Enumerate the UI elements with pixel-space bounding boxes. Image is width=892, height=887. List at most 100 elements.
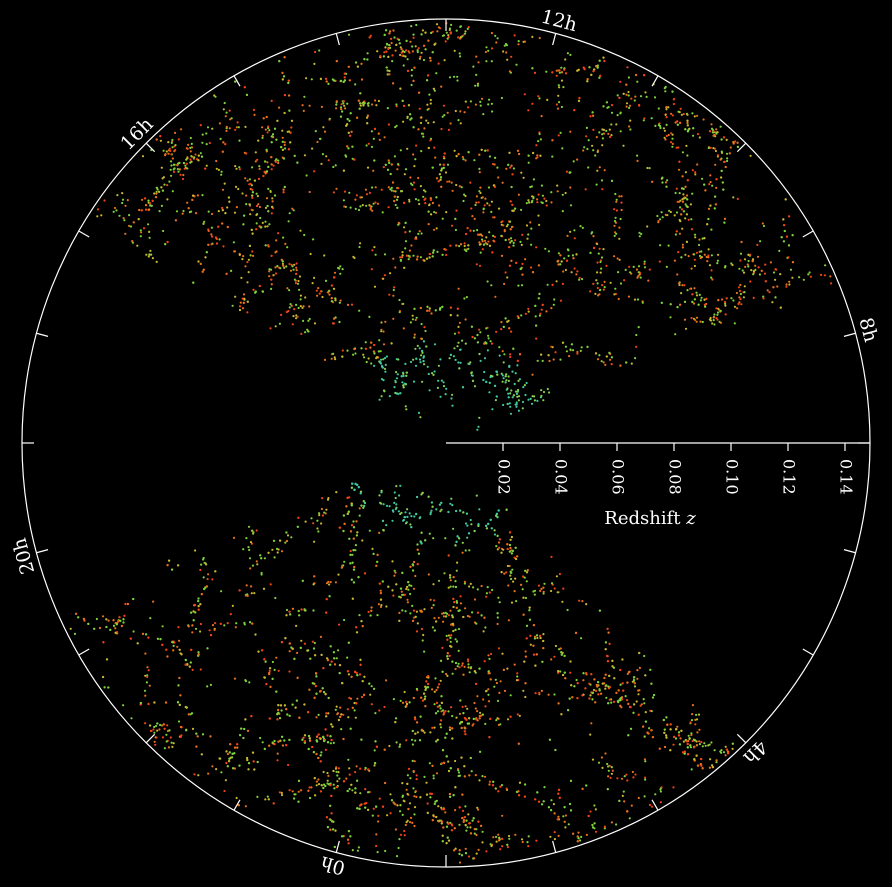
galaxy-point [468, 585, 471, 588]
galaxy-point [496, 616, 499, 619]
galaxy-point [356, 65, 359, 68]
galaxy-point [506, 718, 510, 721]
galaxy-point [320, 784, 323, 787]
galaxy-point [671, 142, 674, 145]
galaxy-point [327, 712, 330, 715]
galaxy-point [510, 55, 513, 58]
galaxy-point [497, 647, 501, 650]
galaxy-point [441, 305, 444, 308]
galaxy-point [140, 231, 143, 234]
galaxy-point [412, 787, 415, 790]
galaxy-point [726, 159, 729, 163]
galaxy-point [484, 50, 487, 54]
galaxy-point [378, 531, 381, 535]
galaxy-point [615, 123, 618, 126]
galaxy-point [577, 68, 580, 71]
galaxy-point [711, 278, 714, 281]
galaxy-point [707, 217, 710, 221]
galaxy-point [691, 300, 694, 303]
galaxy-point [466, 658, 470, 661]
galaxy-point [267, 244, 270, 247]
galaxy-point [572, 349, 575, 352]
galaxy-point [401, 813, 404, 817]
galaxy-point [348, 767, 351, 770]
galaxy-point [583, 68, 586, 71]
galaxy-point [478, 233, 481, 236]
galaxy-point [527, 233, 530, 236]
galaxy-point [469, 229, 472, 232]
galaxy-point [762, 295, 765, 298]
galaxy-point [471, 611, 474, 614]
galaxy-point [240, 276, 243, 279]
galaxy-point [698, 740, 701, 743]
galaxy-point [396, 195, 399, 199]
galaxy-point [238, 168, 241, 171]
galaxy-point [600, 179, 604, 182]
galaxy-point [408, 200, 411, 203]
galaxy-point [296, 651, 299, 655]
galaxy-point [266, 225, 269, 228]
galaxy-point [626, 779, 629, 782]
galaxy-point [737, 286, 741, 289]
galaxy-point [473, 832, 476, 835]
galaxy-point [468, 615, 471, 618]
galaxy-point [515, 390, 518, 393]
galaxy-point [362, 353, 365, 356]
galaxy-point [389, 30, 392, 33]
galaxy-point [354, 544, 357, 547]
galaxy-point [701, 745, 704, 748]
galaxy-point [270, 168, 273, 171]
galaxy-point [292, 209, 295, 212]
galaxy-point [603, 280, 606, 283]
galaxy-point [487, 688, 490, 691]
galaxy-point [714, 163, 717, 166]
galaxy-point [568, 355, 571, 358]
galaxy-point [284, 541, 287, 544]
galaxy-point [646, 225, 649, 228]
galaxy-point [761, 222, 764, 225]
galaxy-point [330, 300, 333, 303]
galaxy-point [716, 131, 719, 134]
galaxy-point [343, 72, 346, 75]
galaxy-point [432, 87, 435, 90]
galaxy-point [485, 46, 488, 49]
galaxy-point [529, 221, 532, 224]
galaxy-point [457, 627, 461, 631]
galaxy-point [417, 47, 420, 50]
galaxy-point [456, 345, 459, 348]
galaxy-point [503, 572, 506, 575]
galaxy-point [764, 263, 767, 266]
galaxy-point [478, 416, 481, 419]
galaxy-points [69, 22, 833, 864]
galaxy-point [768, 291, 771, 294]
galaxy-point [520, 314, 523, 317]
galaxy-point [261, 136, 264, 139]
galaxy-point [613, 255, 616, 258]
galaxy-point [413, 824, 416, 828]
galaxy-point [713, 749, 716, 752]
galaxy-point [249, 213, 252, 216]
galaxy-point [145, 208, 148, 211]
galaxy-point [561, 341, 565, 344]
galaxy-point [271, 548, 274, 551]
galaxy-point [454, 638, 457, 641]
galaxy-point [481, 830, 484, 833]
galaxy-point [560, 260, 563, 263]
galaxy-point [475, 55, 478, 58]
galaxy-point [328, 289, 331, 292]
galaxy-point [681, 187, 684, 190]
galaxy-point [531, 195, 534, 198]
galaxy-point [714, 195, 717, 198]
galaxy-point [376, 50, 379, 53]
galaxy-point [740, 303, 743, 306]
galaxy-point [162, 149, 165, 152]
galaxy-point [363, 101, 366, 105]
galaxy-point [556, 190, 559, 193]
galaxy-point [482, 630, 485, 633]
galaxy-point [484, 705, 487, 708]
galaxy-point [478, 352, 481, 356]
galaxy-point [351, 553, 354, 556]
galaxy-point [535, 144, 538, 147]
galaxy-point [501, 845, 504, 848]
galaxy-point [411, 759, 414, 763]
